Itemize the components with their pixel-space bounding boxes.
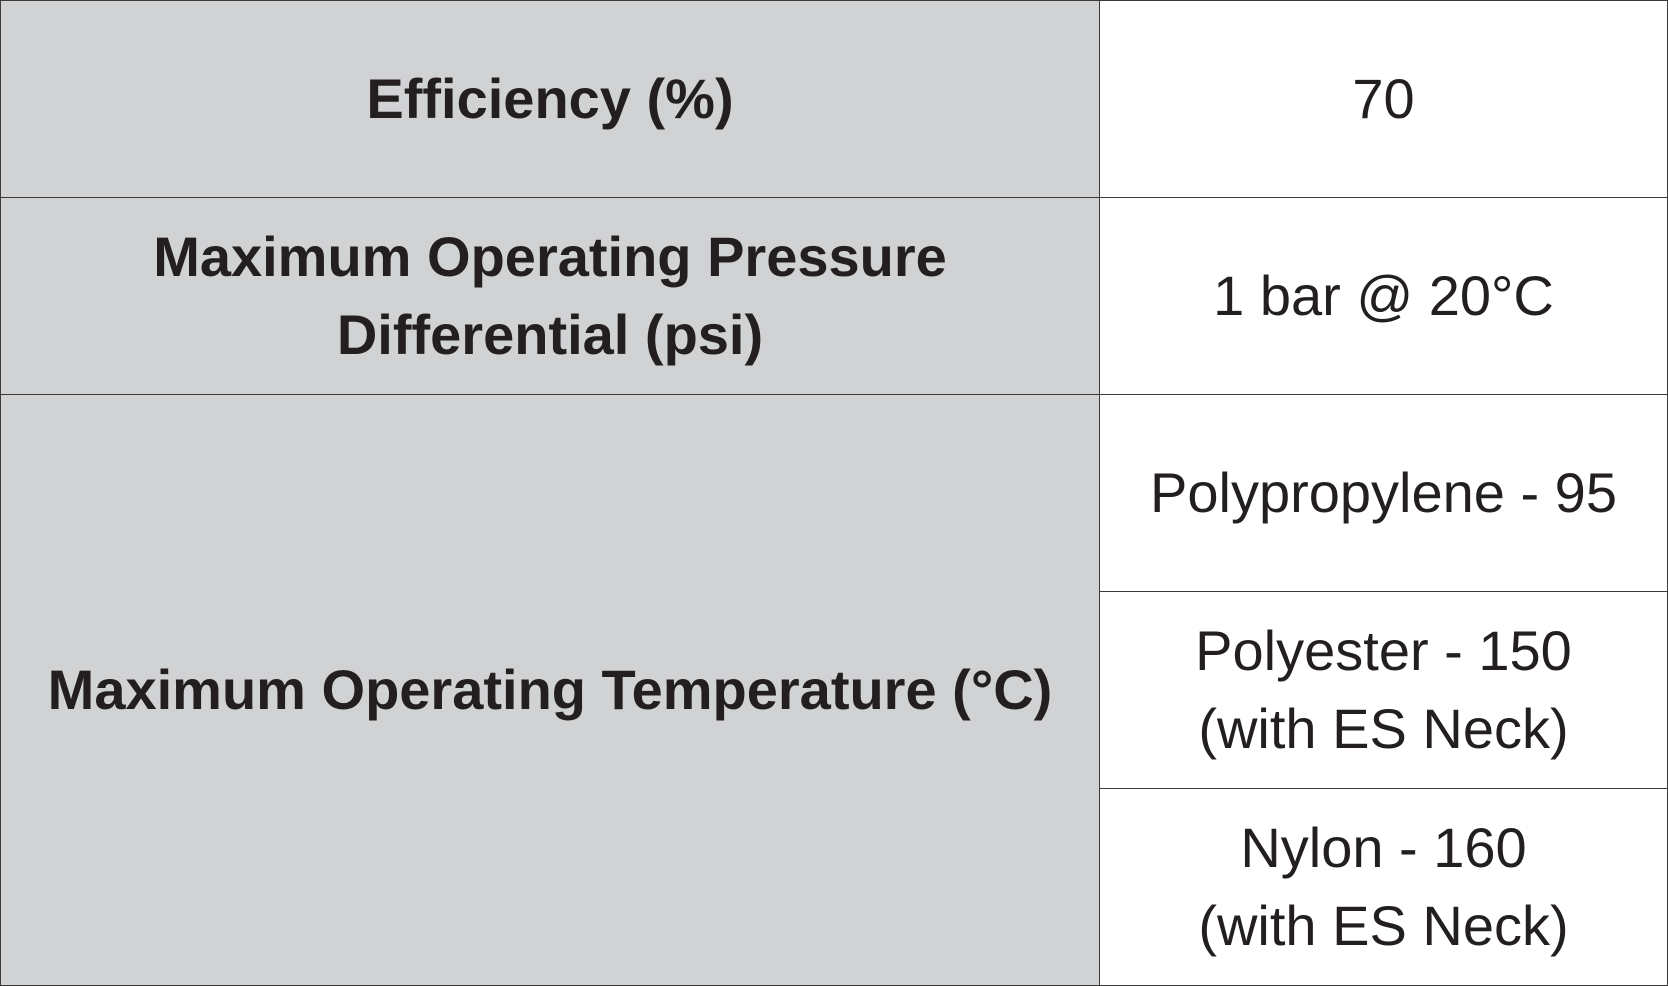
row-label: Efficiency (%): [0, 0, 1100, 198]
table-row: Nylon - 160 (with ES Neck): [1, 788, 1668, 986]
table-row: Polyester - 150 (with ES Neck): [1, 591, 1668, 789]
table-row: Efficiency (%) 70: [0, 0, 1668, 198]
row-label: Maximum Operating Pressure Differential …: [0, 197, 1100, 395]
table-row: Maximum Operating Pressure Differential …: [0, 197, 1668, 395]
row-label: Maximum Operating Temperature (°C): [0, 394, 1100, 986]
row-value: Nylon - 160 (with ES Neck): [1099, 788, 1668, 986]
row-value: Polypropylene - 95: [1099, 394, 1668, 592]
row-value: Polyester - 150 (with ES Neck): [1099, 591, 1668, 789]
table-row: Maximum Operating Temperature (°C) Polyp…: [0, 394, 1668, 986]
row-value: 1 bar @ 20°C: [1099, 197, 1668, 395]
row-value: 70: [1099, 0, 1668, 198]
